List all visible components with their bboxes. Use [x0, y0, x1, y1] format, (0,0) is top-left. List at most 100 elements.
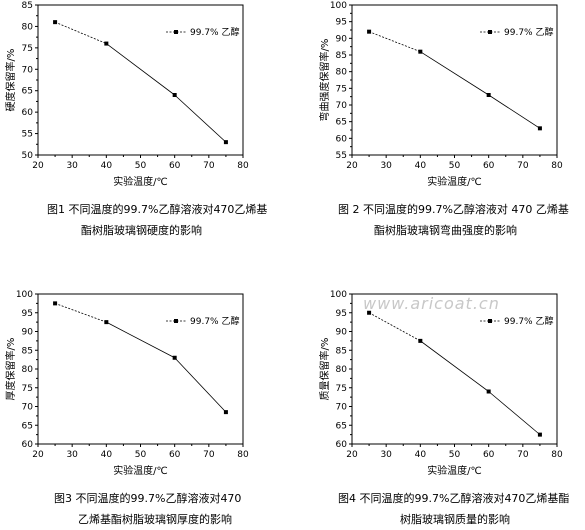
x-axis-label: 实验温度/℃	[113, 464, 168, 477]
x-tick-label: 30	[66, 161, 78, 171]
y-tick-label: 60	[336, 440, 348, 450]
chart-3-caption: 图3 不同温度的99.7%乙醇溶液对470 乙烯基酯树脂玻璃钢厚度的影响	[54, 488, 241, 530]
chart-1-caption-line-1: 图1 不同温度的99.7%乙醇溶液对470乙烯基	[47, 203, 268, 216]
chart-4: 20 30 40 50 60 70 80 60 65 70 75 80 85 90 95 100 实验温度/℃ 质…	[318, 290, 563, 477]
series-line-segment	[174, 357, 227, 413]
chart-panel-2: 20 30 40 50 60 70 80 55 60 65 70 75 80 85 90 95 100 实验温度/…	[315, 0, 585, 196]
data-point	[486, 389, 491, 394]
x-tick-label: 20	[32, 450, 44, 460]
y-tick-label: 100	[330, 1, 347, 11]
x-tick-label: 80	[237, 161, 249, 171]
series-line-segment	[174, 94, 227, 143]
x-tick-label: 70	[517, 450, 529, 460]
x-tick-label: 50	[449, 161, 461, 171]
y-tick-label: 80	[22, 365, 34, 375]
series-line-segment	[106, 321, 175, 359]
x-tick-label: 30	[380, 450, 392, 460]
x-tick-label: 20	[32, 161, 44, 171]
chart-4-caption-line-2: 树脂玻璃钢质量的影响	[400, 513, 510, 526]
series-line-segment	[420, 340, 489, 392]
x-tick-label: 20	[346, 161, 358, 171]
legend-label: 99.7% 乙醇	[190, 26, 239, 38]
x-tick-label: 60	[483, 450, 495, 460]
y-tick-label: 60	[22, 440, 34, 450]
chart-panel-4: 20 30 40 50 60 70 80 60 65 70 75 80 85 90 95 100 实验温度/℃ 质…	[315, 285, 585, 481]
x-tick-label: 70	[517, 161, 529, 171]
legend-label: 99.7% 乙醇	[504, 26, 553, 38]
y-tick-label: 100	[330, 290, 347, 300]
data-point	[172, 93, 177, 97]
chart-2-caption-line-1: 图 2 不同温度的99.7%乙醇溶液对 470 乙烯基	[338, 203, 569, 216]
legend-marker	[174, 30, 178, 34]
y-axis-label: 厚度保留率/%	[4, 338, 17, 401]
series-line-segment	[106, 43, 175, 96]
chart-2-caption-line-2: 酯树脂玻璃钢弯曲强度的影响	[374, 224, 517, 237]
y-axis-label: 质量保留率/%	[318, 338, 331, 401]
x-tick-label: 40	[415, 161, 427, 171]
watermark: www.aricoat.cn	[363, 294, 500, 313]
data-point	[104, 320, 109, 325]
chart-1: 20 30 40 50 60 70 80 50 55 60 65 70 75 80 85 实验温度/℃ 硬度保留…	[4, 1, 249, 188]
chart-1-caption-line-2: 酯树脂玻璃钢硬度的影响	[81, 224, 202, 237]
x-tick-label: 40	[101, 450, 113, 460]
x-tick-label: 80	[551, 450, 563, 460]
y-tick-label: 90	[336, 34, 348, 44]
y-tick-label: 65	[336, 118, 347, 128]
y-tick-label: 70	[22, 65, 34, 75]
y-tick-label: 95	[22, 309, 33, 319]
legend-label: 99.7% 乙醇	[190, 315, 239, 327]
x-tick-label: 50	[135, 161, 147, 171]
y-tick-label: 80	[336, 68, 348, 78]
y-axis-label: 弯曲强度保留率/%	[318, 39, 331, 122]
data-point	[418, 338, 423, 343]
legend-marker	[488, 319, 492, 323]
data-point	[223, 140, 228, 145]
series-line-segment	[488, 94, 541, 129]
x-axis-label: 实验温度/℃	[427, 175, 482, 188]
chart-4-caption: 图4 不同温度的99.7%乙醇溶液对470乙烯基酯 树脂玻璃钢质量的影响	[338, 488, 569, 530]
y-tick-label: 70	[336, 101, 348, 111]
y-tick-label: 60	[336, 134, 348, 144]
x-tick-label: 30	[66, 450, 78, 460]
data-point	[367, 310, 372, 315]
chart-3-caption-line-2: 乙烯基酯树脂玻璃钢厚度的影响	[78, 513, 232, 526]
series-line-segment	[368, 31, 421, 53]
x-tick-label: 60	[483, 161, 495, 171]
data-point	[104, 41, 109, 46]
chart-3: 20 30 40 50 60 70 80 60 65 70 75 80 85 90 95 100 实验温度/℃ 厚…	[4, 290, 249, 477]
y-tick-label: 75	[22, 384, 33, 394]
chart-panel-3: 20 30 40 50 60 70 80 60 65 70 75 80 85 90 95 100 实验温度/℃ 厚…	[0, 285, 260, 481]
x-tick-label: 60	[169, 450, 181, 460]
y-tick-label: 90	[336, 328, 348, 338]
data-point	[486, 93, 491, 97]
y-tick-label: 65	[336, 421, 347, 431]
x-tick-label: 80	[237, 450, 249, 460]
y-tick-label: 75	[336, 384, 347, 394]
x-tick-label: 70	[203, 161, 215, 171]
y-tick-label: 70	[336, 403, 348, 413]
legend-marker	[174, 319, 178, 323]
y-tick-label: 100	[16, 290, 33, 300]
y-tick-label: 85	[336, 346, 347, 356]
chart-2-caption: 图 2 不同温度的99.7%乙醇溶液对 470 乙烯基 酯树脂玻璃钢弯曲强度的影…	[338, 199, 569, 241]
y-tick-label: 70	[22, 403, 34, 413]
x-tick-label: 60	[169, 161, 181, 171]
series-line-segment	[54, 21, 107, 44]
x-tick-label: 50	[449, 450, 461, 460]
y-tick-label: 85	[22, 1, 33, 11]
data-point	[223, 410, 228, 415]
x-axis-label: 实验温度/℃	[427, 464, 482, 477]
data-point	[172, 355, 177, 360]
series-line-segment	[54, 302, 107, 323]
x-tick-label: 20	[346, 450, 358, 460]
chart-1-caption: 图1 不同温度的99.7%乙醇溶液对470乙烯基 酯树脂玻璃钢硬度的影响	[47, 199, 267, 241]
data-point	[53, 20, 58, 25]
data-point	[418, 49, 423, 54]
y-tick-label: 65	[22, 421, 33, 431]
x-tick-label: 40	[101, 161, 113, 171]
chart-4-caption-line-1: 图4 不同温度的99.7%乙醇溶液对470乙烯基酯	[338, 492, 570, 505]
y-tick-label: 55	[336, 151, 347, 161]
x-tick-label: 50	[135, 450, 147, 460]
y-tick-label: 80	[336, 365, 348, 375]
y-tick-label: 65	[22, 87, 33, 97]
